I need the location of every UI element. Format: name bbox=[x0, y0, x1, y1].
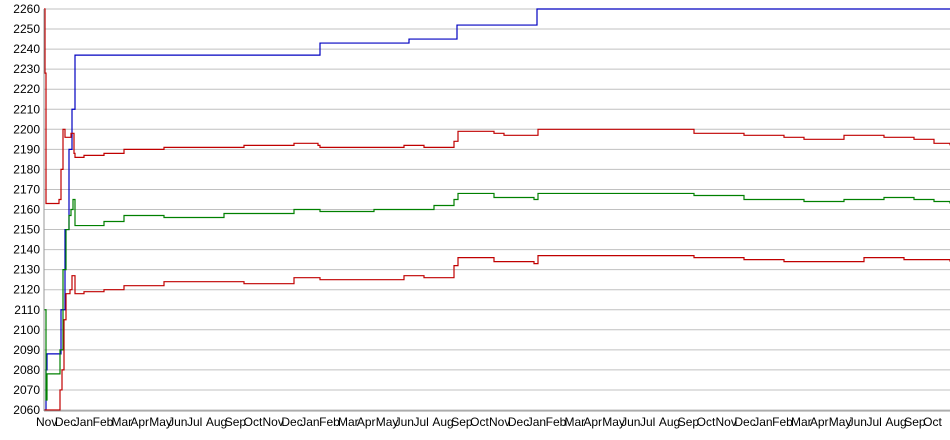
x-tick-label: Jan bbox=[527, 415, 546, 429]
x-tick-label: Feb bbox=[93, 415, 114, 429]
x-tick-label: Sep bbox=[904, 415, 926, 429]
x-tick-label: Aug bbox=[659, 415, 680, 429]
y-tick-label: 2110 bbox=[14, 303, 40, 317]
x-tick-label: Aug bbox=[885, 415, 906, 429]
x-tick-label: Nov bbox=[263, 415, 284, 429]
x-tick-label: Mar bbox=[791, 415, 812, 429]
y-tick-label: 2250 bbox=[13, 22, 40, 36]
y-tick-label: 2080 bbox=[13, 363, 40, 377]
series-line-0 bbox=[44, 8, 950, 411]
x-tick-label: Jul bbox=[867, 415, 882, 429]
x-tick-label: Jul bbox=[640, 415, 655, 429]
x-tick-label: Aug bbox=[206, 415, 227, 429]
y-tick-label: 2200 bbox=[13, 122, 40, 136]
series-lines bbox=[44, 8, 950, 411]
x-tick-label: Jun bbox=[395, 415, 414, 429]
x-tick-label: Mar bbox=[565, 415, 586, 429]
y-tick-label: 2130 bbox=[13, 263, 40, 277]
series-line-3 bbox=[44, 255, 950, 411]
y-axis-ticks: 2060 2070 2080 2090 2100 2110 2120 2130 2140 2150… bbox=[13, 2, 40, 417]
y-tick-label: 2190 bbox=[13, 142, 40, 156]
x-tick-label: Sep bbox=[678, 415, 700, 429]
y-tick-label: 2070 bbox=[13, 383, 40, 397]
x-tick-label: Aug bbox=[432, 415, 453, 429]
x-tick-label: May bbox=[602, 415, 625, 429]
x-tick-label: Dec bbox=[281, 415, 302, 429]
x-tick-label: Dec bbox=[508, 415, 529, 429]
x-tick-label: Feb bbox=[546, 415, 567, 429]
x-tick-label: Nov bbox=[489, 415, 510, 429]
x-tick-label: Jan bbox=[74, 415, 93, 429]
y-tick-label: 2060 bbox=[13, 403, 40, 417]
x-tick-label: Jan bbox=[300, 415, 319, 429]
x-tick-label: Feb bbox=[319, 415, 340, 429]
x-tick-label: Apr bbox=[583, 415, 602, 429]
x-tick-label: May bbox=[376, 415, 399, 429]
x-tick-label: Sep bbox=[225, 415, 247, 429]
gridlines bbox=[44, 8, 950, 411]
x-tick-label: Dec bbox=[734, 415, 755, 429]
y-tick-label: 2150 bbox=[13, 223, 40, 237]
y-tick-label: 2120 bbox=[13, 283, 40, 297]
x-tick-label: Jun bbox=[848, 415, 867, 429]
x-tick-label: Sep bbox=[451, 415, 473, 429]
x-tick-label: Oct bbox=[697, 415, 716, 429]
y-tick-label: 2260 bbox=[13, 2, 40, 16]
x-tick-label: Nov bbox=[716, 415, 737, 429]
y-tick-label: 2160 bbox=[13, 203, 40, 217]
x-tick-label: Jan bbox=[753, 415, 772, 429]
series-line-1 bbox=[44, 8, 950, 205]
y-tick-label: 2210 bbox=[13, 102, 40, 116]
x-tick-label: Oct bbox=[923, 415, 942, 429]
x-tick-label: Apr bbox=[357, 415, 376, 429]
x-tick-label: Feb bbox=[772, 415, 793, 429]
y-tick-label: 2100 bbox=[13, 323, 40, 337]
x-tick-label: Jul bbox=[187, 415, 202, 429]
series-line-2 bbox=[44, 192, 950, 401]
x-tick-label: Oct bbox=[244, 415, 263, 429]
x-tick-label: Dec bbox=[55, 415, 76, 429]
y-tick-label: 2240 bbox=[13, 42, 40, 56]
x-tick-label: Jul bbox=[414, 415, 429, 429]
x-tick-label: Jun bbox=[621, 415, 640, 429]
y-tick-label: 2180 bbox=[13, 162, 40, 176]
y-tick-label: 2220 bbox=[13, 82, 40, 96]
x-tick-label: Apr bbox=[130, 415, 149, 429]
x-tick-label: May bbox=[149, 415, 172, 429]
x-tick-label: Jun bbox=[168, 415, 187, 429]
x-tick-label: Oct bbox=[470, 415, 489, 429]
x-tick-label: Nov bbox=[36, 415, 57, 429]
y-tick-label: 2140 bbox=[13, 243, 40, 257]
x-tick-label: Apr bbox=[810, 415, 829, 429]
x-tick-label: Mar bbox=[112, 415, 133, 429]
x-tick-label: Mar bbox=[338, 415, 359, 429]
x-tick-label: May bbox=[829, 415, 852, 429]
y-tick-label: 2090 bbox=[13, 343, 40, 357]
y-tick-label: 2170 bbox=[13, 182, 40, 196]
y-tick-label: 2230 bbox=[13, 62, 40, 76]
